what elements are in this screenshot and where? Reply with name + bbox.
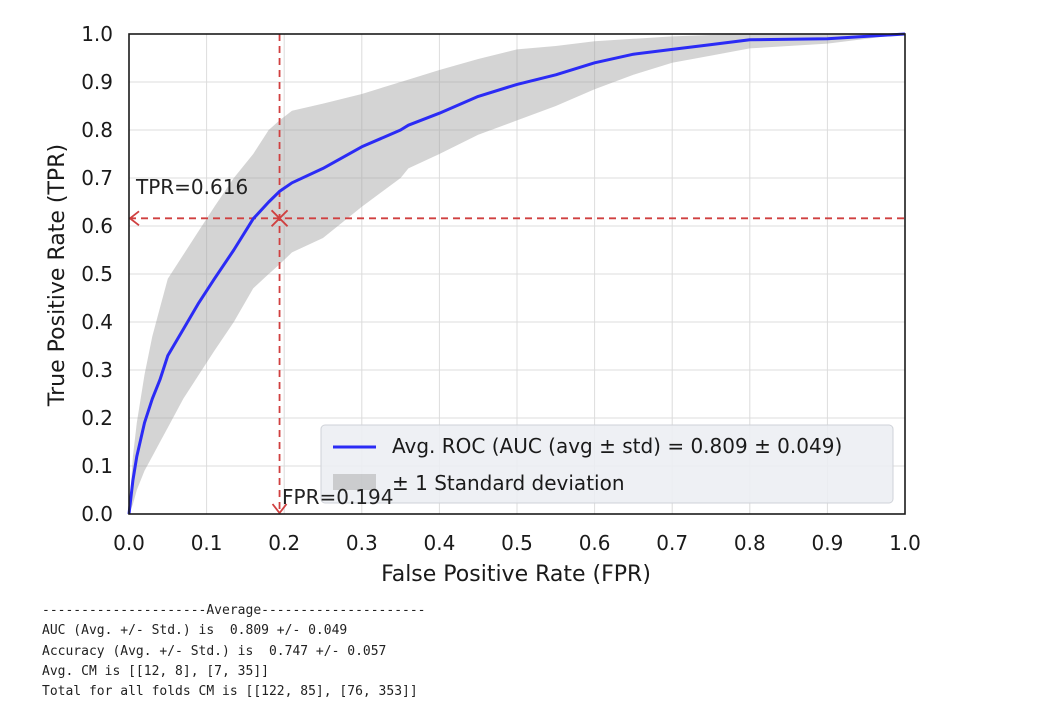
y-axis-label: True Positive Rate (TPR) xyxy=(45,144,70,407)
tpr-arrowhead xyxy=(128,210,140,227)
x-tick-label: 0.8 xyxy=(734,531,766,555)
legend-box xyxy=(320,424,894,504)
y-tick-label: 0.2 xyxy=(81,406,113,430)
axes-frame xyxy=(128,33,906,515)
x-tick-label: 0.9 xyxy=(811,531,843,555)
x-axis-label: False Positive Rate (FPR) xyxy=(381,562,651,587)
x-tick-label: 0.6 xyxy=(579,531,611,555)
legend-std-label: ± 1 Standard deviation xyxy=(392,471,625,495)
x-tick-label: 0.4 xyxy=(423,531,455,555)
std-band xyxy=(129,34,905,514)
y-tick-label: 0.5 xyxy=(81,262,113,286)
y-tick-label: 0.6 xyxy=(81,214,113,238)
x-tick-label: 0.1 xyxy=(191,531,223,555)
x-tick-label: 0.0 xyxy=(113,531,145,555)
y-tick-label: 0.1 xyxy=(81,454,113,478)
y-tick-label: 0.4 xyxy=(81,310,113,334)
console-line: Avg. CM is [[12, 8], [7, 35]] xyxy=(42,663,269,679)
y-tick-label: 1.0 xyxy=(81,22,113,46)
y-tick-label: 0.0 xyxy=(81,502,113,526)
x-tick-labels: 0.0 0.1 0.2 0.3 0.4 0.5 0.6 0.7 0.8 0.9 1.0 xyxy=(113,531,921,555)
y-tick-label: 0.7 xyxy=(81,166,113,190)
guide-lines xyxy=(128,34,905,515)
legend: Avg. ROC (AUC (avg ± std) = 0.809 ± 0.04… xyxy=(320,424,894,504)
console-line: ---------------------Average------------… xyxy=(42,603,426,618)
console-line: AUC (Avg. +/- Std.) is 0.809 +/- 0.049 xyxy=(42,623,348,639)
tpr-annotation: TPR=0.616 xyxy=(135,175,248,199)
intersection-marker xyxy=(270,209,289,227)
x-tick-label: 0.3 xyxy=(346,531,378,555)
legend-roc-label: Avg. ROC (AUC (avg ± std) = 0.809 ± 0.04… xyxy=(392,434,842,458)
y-tick-labels: 0.0 0.1 0.2 0.3 0.4 0.5 0.6 0.7 0.8 0.9 1.0 xyxy=(81,22,113,526)
y-tick-label: 0.8 xyxy=(81,118,113,142)
fpr-arrowhead xyxy=(271,503,288,515)
console-line: Accuracy (Avg. +/- Std.) is 0.747 +/- 0.… xyxy=(42,643,387,659)
console-output: ---------------------Average------------… xyxy=(42,601,426,702)
legend-std-swatch xyxy=(333,474,376,490)
x-tick-label: 0.7 xyxy=(656,531,688,555)
x-tick-label: 0.2 xyxy=(268,531,300,555)
y-tick-label: 0.3 xyxy=(81,358,113,382)
console-line: Total for all folds CM is [[122, 85], [7… xyxy=(42,684,418,700)
x-tick-label: 1.0 xyxy=(889,531,921,555)
fpr-annotation: FPR=0.194 xyxy=(282,485,393,509)
y-tick-label: 0.9 xyxy=(81,70,113,94)
x-tick-label: 0.5 xyxy=(501,531,533,555)
roc-chart: 0.0 0.1 0.2 0.3 0.4 0.5 0.6 0.7 0.8 0.9 1.0 0.0 0.1… xyxy=(45,22,921,587)
roc-line xyxy=(127,32,906,515)
